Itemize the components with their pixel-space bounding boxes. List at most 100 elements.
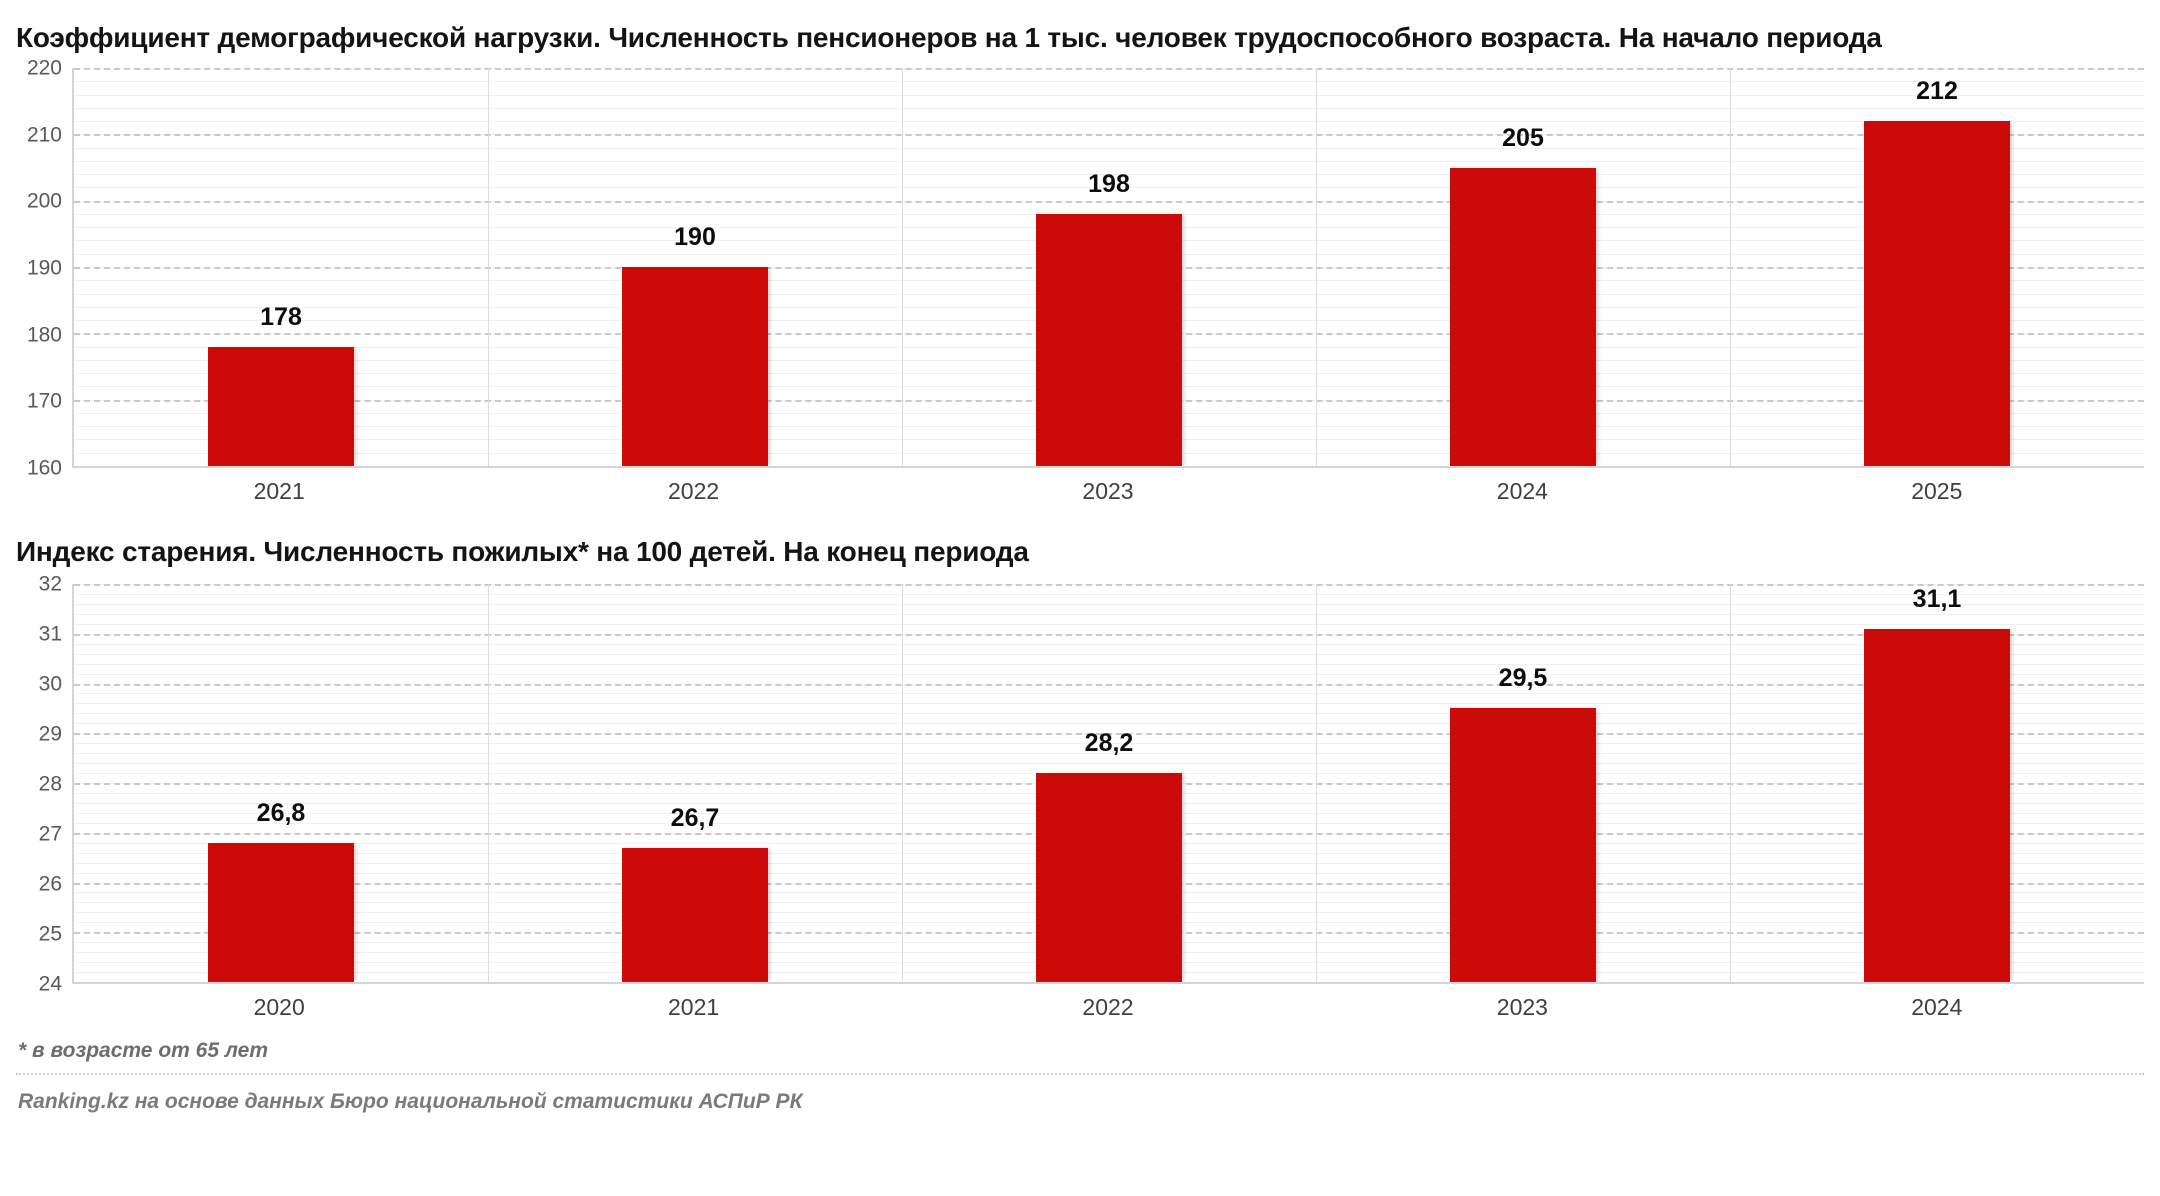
gridline-minor xyxy=(74,982,2144,983)
gridline-minor xyxy=(74,723,2144,725)
category-separator xyxy=(902,68,903,466)
gridline-minor xyxy=(74,623,2144,625)
y-axis-tick-label: 30 xyxy=(38,672,62,696)
y-axis-tick-label: 26 xyxy=(38,872,62,896)
footer-divider xyxy=(16,1073,2144,1075)
gridline-minor xyxy=(74,703,2144,705)
chart-2-x-axis: 2020 2021 2022 2023 2024 xyxy=(72,984,2144,1030)
gridline-minor xyxy=(74,643,2144,645)
y-axis-tick-label: 190 xyxy=(26,256,62,280)
gridline-minor xyxy=(74,663,2144,665)
gridline-minor xyxy=(74,94,2144,96)
bar-value-label: 28,2 xyxy=(1084,729,1134,758)
gridline-major xyxy=(74,633,2144,636)
bar-2022[interactable] xyxy=(1035,773,1183,982)
chart-1-y-axis: 220 210 200 190 180 170 160 xyxy=(16,58,72,479)
source-credit: Ranking.kz на основе данных Бюро национа… xyxy=(18,1090,803,1113)
bar-value-label: 190 xyxy=(674,223,716,251)
bar-value-label: 212 xyxy=(1916,77,1958,106)
x-axis-tick-label: 2023 xyxy=(1496,994,1548,1020)
chart-2-plot-area: 26,8 26,7 28,2 29,5 31,1 xyxy=(72,584,2144,984)
category-separator xyxy=(902,584,903,982)
gridline-minor xyxy=(74,603,2144,605)
y-axis-tick-label: 220 xyxy=(26,56,62,80)
category-separator xyxy=(1316,584,1317,982)
gridline-major xyxy=(74,733,2144,736)
category-separator xyxy=(488,584,489,982)
x-axis-tick-label: 2020 xyxy=(253,994,305,1020)
gridline-minor xyxy=(74,147,2144,149)
bar-2023[interactable] xyxy=(1449,708,1597,982)
bar-value-label: 31,1 xyxy=(1912,584,1962,613)
gridline-minor xyxy=(74,107,2144,109)
gridline-major xyxy=(74,683,2144,686)
gridline-minor xyxy=(74,466,2144,467)
x-axis-tick-label: 2024 xyxy=(1496,478,1548,504)
y-axis-tick-label: 32 xyxy=(38,572,62,596)
bar-2021[interactable] xyxy=(207,346,355,466)
y-axis-tick-label: 31 xyxy=(38,622,62,646)
category-separator xyxy=(1316,68,1317,466)
gridline-minor xyxy=(74,743,2144,745)
gridline-minor xyxy=(74,753,2144,755)
chart-aging-index: Индекс старения. Численность пожилых* на… xyxy=(16,514,2144,1030)
x-axis-tick-label: 2021 xyxy=(253,478,305,504)
y-axis-tick-label: 24 xyxy=(38,972,62,996)
bar-value-label: 26,8 xyxy=(256,798,306,827)
gridline-minor xyxy=(74,121,2144,123)
gridline-minor xyxy=(74,613,2144,615)
gridline-minor xyxy=(74,174,2144,176)
gridline-minor xyxy=(74,187,2144,189)
chart-1-plot-area: 178 190 198 205 212 xyxy=(72,68,2144,468)
y-axis-tick-label: 27 xyxy=(38,822,62,846)
gridline-minor xyxy=(74,81,2144,83)
x-axis-tick-label: 2022 xyxy=(1082,994,1134,1020)
bar-value-label: 29,5 xyxy=(1498,664,1548,693)
gridline-major xyxy=(74,134,2144,137)
bar-value-label: 205 xyxy=(1502,123,1544,152)
chart-2-y-axis: 32 31 30 29 28 27 26 25 24 xyxy=(16,574,72,995)
gridline-minor xyxy=(74,593,2144,595)
gridline-minor xyxy=(74,673,2144,675)
y-axis-tick-label: 210 xyxy=(26,123,62,147)
chart-demographic-load: Коэффициент демографической нагрузки. Чи… xyxy=(16,0,2144,514)
chart-1-x-axis: 2021 2022 2023 2024 2025 xyxy=(72,468,2144,514)
y-axis-tick-label: 29 xyxy=(38,722,62,746)
gridline-major xyxy=(74,584,2144,586)
bar-value-label: 178 xyxy=(260,302,302,331)
x-axis-tick-label: 2023 xyxy=(1082,478,1134,504)
bar-2024[interactable] xyxy=(1863,628,2011,982)
bar-value-label: 198 xyxy=(1088,169,1130,198)
category-separator xyxy=(1730,68,1731,466)
category-separator xyxy=(1730,584,1731,982)
gridline-minor xyxy=(74,653,2144,655)
x-axis-tick-label: 2021 xyxy=(668,994,720,1020)
footnote: * в возрасте от 65 лет xyxy=(18,1039,268,1062)
y-axis-tick-label: 170 xyxy=(26,389,62,413)
chart-1-title: Коэффициент демографической нагрузки. Чи… xyxy=(16,22,1882,53)
bar-2022[interactable] xyxy=(621,267,769,466)
chart-2-title: Индекс старения. Численность пожилых* на… xyxy=(16,536,1029,567)
bar-2021[interactable] xyxy=(621,847,769,982)
gridline-minor xyxy=(74,693,2144,695)
chart-1-plot-row: 220 210 200 190 180 170 160 178 190 198 205 212 xyxy=(16,58,2144,479)
gridline-major xyxy=(74,68,2144,70)
bar-value-label: 26,7 xyxy=(670,803,720,832)
y-axis-tick-label: 200 xyxy=(26,189,62,213)
y-axis-tick-label: 180 xyxy=(26,323,62,347)
gridline-minor xyxy=(74,160,2144,162)
bar-2024[interactable] xyxy=(1449,167,1597,466)
bar-2025[interactable] xyxy=(1863,121,2011,466)
x-axis-tick-label: 2025 xyxy=(1911,478,1963,504)
chart-2-plot-row: 32 31 30 29 28 27 26 25 24 26,8 26,7 28,2 29,5 31,1 xyxy=(16,574,2144,995)
bar-2023[interactable] xyxy=(1035,213,1183,466)
x-axis-tick-label: 2022 xyxy=(668,478,720,504)
y-axis-tick-label: 28 xyxy=(38,772,62,796)
gridline-minor xyxy=(74,763,2144,765)
y-axis-tick-label: 25 xyxy=(38,922,62,946)
bar-2020[interactable] xyxy=(207,842,355,982)
y-axis-tick-label: 160 xyxy=(26,456,62,480)
gridline-major xyxy=(74,200,2144,203)
gridline-minor xyxy=(74,713,2144,715)
